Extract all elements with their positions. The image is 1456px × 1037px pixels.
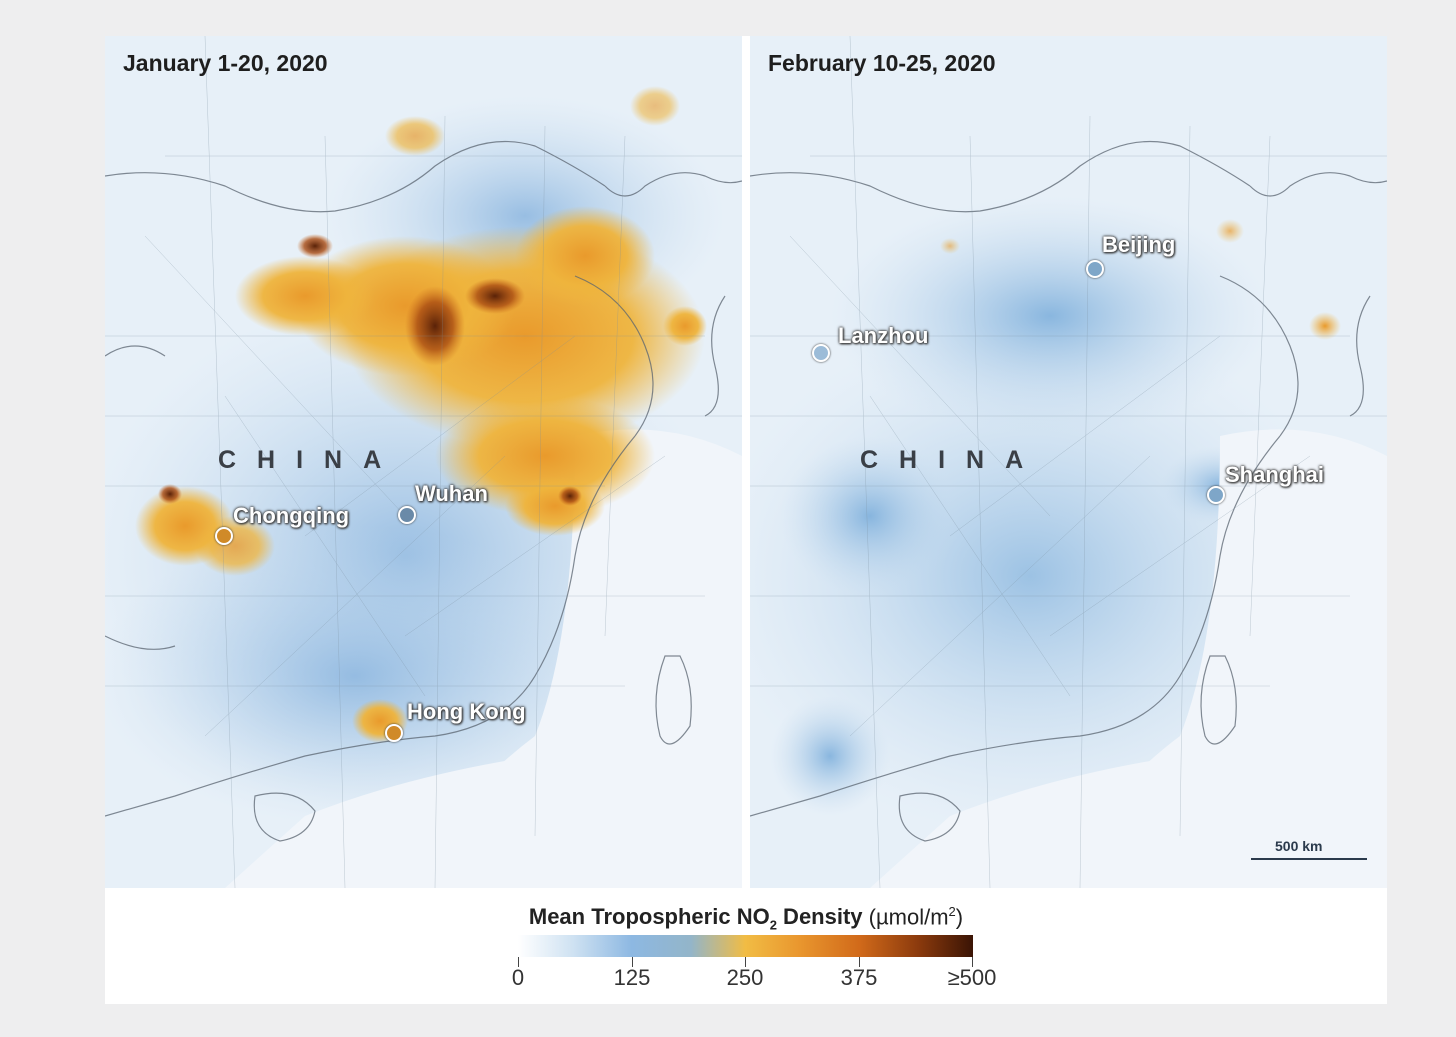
map-panel-january: January 1-20, 2020 CHINA Wuhan Chongqing… [105, 36, 742, 888]
legend-unit-open: (µmol/m [862, 904, 949, 930]
legend-unit-close: ) [955, 904, 964, 930]
legend-tick [745, 957, 746, 967]
scale-bar-label: 500 km [1275, 838, 1323, 854]
scale-bar-line [1251, 858, 1367, 860]
city-label-wuhan: Wuhan [415, 481, 488, 506]
city-marker-wuhan [398, 506, 416, 524]
legend-tick-label: 250 [726, 965, 764, 990]
legend-title-rest: Density [776, 904, 863, 930]
city-label-lanzhou: Lanzhou [838, 323, 929, 348]
legend-color-ramp [518, 935, 973, 957]
city-label-chongqing: Chongqing [233, 503, 350, 528]
map-february [750, 36, 1387, 888]
map-panel-february: February 10-25, 2020 CHINA Beijing Lanzh… [750, 36, 1387, 888]
legend-title-subscript: 2 [769, 917, 777, 933]
color-legend: Mean Tropospheric NO2 Density (µmol/m2) … [105, 888, 1387, 1004]
legend-title: Mean Tropospheric NO2 Density (µmol/m2) [105, 904, 1387, 933]
city-label-shanghai: Shanghai [1225, 462, 1325, 487]
legend-tick-label: 0 [511, 965, 525, 990]
no2-comparison-figure: January 1-20, 2020 CHINA Wuhan Chongqing… [105, 36, 1387, 1004]
panel-title: February 10-25, 2020 [768, 50, 996, 76]
legend-tick [632, 957, 633, 967]
legend-tick [518, 957, 519, 967]
legend-tick-label: ≥500 [947, 965, 997, 990]
legend-tick [859, 957, 860, 967]
legend-title-text: Mean Tropospheric NO [528, 904, 770, 930]
city-marker-shanghai [1207, 486, 1225, 504]
city-marker-chongqing [215, 527, 233, 545]
legend-tick [972, 957, 973, 967]
city-marker-hong-kong [385, 724, 403, 742]
legend-tick-label: 125 [613, 965, 651, 990]
legend-tick-label: 375 [840, 965, 878, 990]
city-label-hong-kong: Hong Kong [407, 699, 526, 724]
city-marker-lanzhou [812, 344, 830, 362]
country-label-china: CHINA [218, 446, 403, 474]
scale-bar: 500 km [1247, 838, 1371, 872]
city-label-beijing: Beijing [1102, 232, 1176, 257]
city-marker-beijing [1086, 260, 1104, 278]
legend-unit-superscript: 2 [948, 904, 956, 919]
country-label-china: CHINA [860, 446, 1045, 474]
map-january [105, 36, 742, 888]
panel-title: January 1-20, 2020 [123, 50, 328, 76]
